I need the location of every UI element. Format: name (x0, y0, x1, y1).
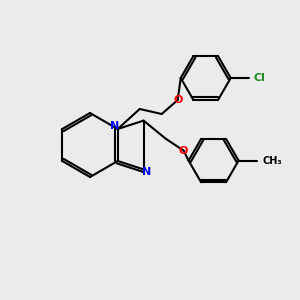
Text: CH₃: CH₃ (262, 156, 282, 166)
Text: N: N (142, 167, 151, 177)
Text: O: O (173, 95, 182, 105)
Text: Cl: Cl (254, 73, 266, 83)
Text: N: N (110, 121, 119, 131)
Text: O: O (179, 146, 188, 156)
